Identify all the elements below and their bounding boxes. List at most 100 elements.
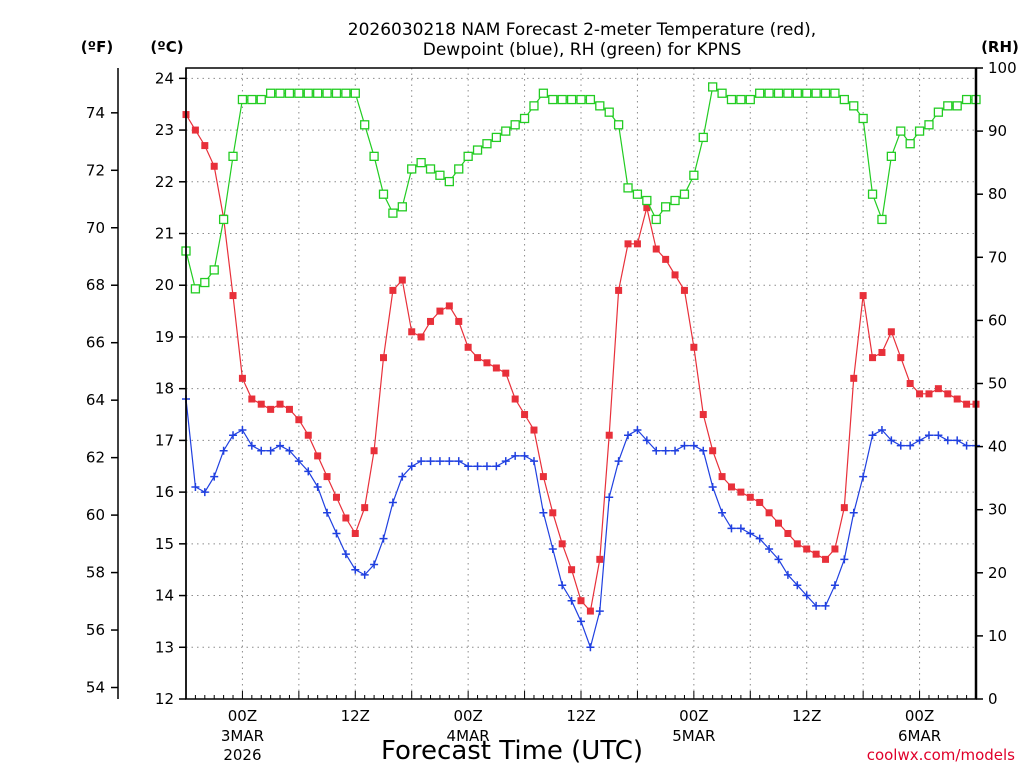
rh-point-61 bbox=[755, 88, 765, 98]
rh-point-55 bbox=[698, 132, 708, 143]
temperature-point-31 bbox=[474, 354, 482, 362]
rh-point-53 bbox=[679, 189, 690, 199]
dewpoint-point-66 bbox=[802, 591, 811, 600]
temperature-point-5 bbox=[229, 292, 237, 300]
rh-point-37 bbox=[529, 101, 539, 111]
dewpoint-point-65 bbox=[793, 581, 802, 590]
rh-point-23 bbox=[397, 202, 407, 212]
rh-point-36 bbox=[519, 113, 530, 124]
rh-tick-label-100: 100 bbox=[988, 59, 1017, 77]
rh-tick-label-10: 10 bbox=[988, 627, 1007, 645]
dewpoint-point-35 bbox=[511, 451, 520, 460]
dewpoint-point-28 bbox=[445, 457, 454, 466]
temperature-point-48 bbox=[633, 240, 641, 248]
dewpoint-point-61 bbox=[755, 534, 764, 543]
dewpoint-point-14 bbox=[313, 482, 322, 491]
rh-point-77 bbox=[905, 139, 915, 149]
rh-point-44 bbox=[595, 101, 605, 111]
rh-point-17 bbox=[341, 88, 351, 98]
rh-point-21 bbox=[378, 189, 389, 199]
rh-point-30 bbox=[463, 151, 473, 161]
chart-title-line2: Dewpoint (blue), RH (green) for KPNS bbox=[423, 40, 741, 60]
temperature-point-78 bbox=[916, 390, 924, 398]
rh-point-63 bbox=[773, 88, 784, 98]
dewpoint-point-34 bbox=[501, 457, 510, 466]
dewpoint-point-22 bbox=[388, 498, 397, 507]
rh-point-73 bbox=[867, 189, 878, 199]
temperature-point-11 bbox=[285, 405, 293, 413]
x-tick-label-2: 00Z bbox=[453, 707, 482, 725]
rh-tick-label-30: 30 bbox=[988, 501, 1007, 519]
rh-point-68 bbox=[820, 88, 831, 98]
dewpoint-point-26 bbox=[426, 457, 435, 466]
celsius-tick-label-19: 19 bbox=[155, 328, 174, 346]
rh-point-42 bbox=[576, 94, 586, 105]
rh-point-41 bbox=[566, 94, 577, 105]
temperature-point-12 bbox=[295, 416, 303, 424]
rh-point-54 bbox=[689, 170, 699, 180]
dewpoint-point-55 bbox=[699, 446, 708, 455]
temperature-point-71 bbox=[850, 374, 858, 382]
rh-point-52 bbox=[670, 195, 680, 206]
temperature-point-15 bbox=[323, 473, 331, 481]
dewpoint-point-23 bbox=[398, 472, 407, 481]
rh-point-80 bbox=[933, 107, 944, 117]
dewpoint-point-10 bbox=[276, 441, 285, 450]
rh-point-5 bbox=[228, 151, 238, 161]
dewpoint-point-72 bbox=[859, 472, 868, 481]
rh-point-28 bbox=[444, 176, 454, 187]
dewpoint-point-83 bbox=[962, 441, 971, 450]
temperature-point-43 bbox=[586, 607, 594, 615]
temperature-point-27 bbox=[436, 307, 444, 315]
temperature-point-28 bbox=[445, 302, 453, 310]
rh-point-51 bbox=[660, 202, 671, 212]
dewpoint-point-76 bbox=[896, 441, 905, 450]
rh-tick-label-20: 20 bbox=[988, 564, 1007, 582]
rh-point-34 bbox=[501, 126, 511, 136]
source-credit: coolwx.com/models bbox=[867, 746, 1015, 764]
series-layer bbox=[181, 82, 981, 652]
dewpoint-point-67 bbox=[812, 601, 821, 610]
dewpoint-point-48 bbox=[633, 426, 642, 435]
dewpoint-point-70 bbox=[840, 555, 849, 564]
rh-point-60 bbox=[745, 94, 755, 105]
x-date-label-0: 3MAR bbox=[221, 727, 264, 745]
temperature-point-62 bbox=[765, 509, 773, 517]
dewpoint-point-32 bbox=[482, 462, 491, 471]
rh-point-25 bbox=[416, 157, 426, 168]
dewpoint-point-19 bbox=[360, 570, 369, 579]
dewpoint-point-8 bbox=[257, 446, 266, 455]
rh-point-22 bbox=[388, 208, 398, 218]
dewpoint-point-13 bbox=[304, 467, 313, 476]
dewpoint-point-1 bbox=[191, 482, 200, 491]
temperature-point-65 bbox=[793, 540, 801, 548]
temperature-point-83 bbox=[963, 400, 971, 408]
rh-point-62 bbox=[764, 88, 774, 98]
x-tick-label-6: 00Z bbox=[905, 707, 934, 725]
dewpoint-point-29 bbox=[454, 457, 463, 466]
rh-point-64 bbox=[783, 88, 793, 98]
temperature-point-60 bbox=[746, 493, 754, 501]
rh-point-31 bbox=[472, 145, 483, 155]
temperature-point-7 bbox=[248, 395, 256, 403]
rh-point-43 bbox=[585, 94, 596, 105]
rh-point-47 bbox=[623, 183, 633, 193]
rh-tick-label-90: 90 bbox=[988, 122, 1007, 140]
temperature-point-79 bbox=[925, 390, 933, 398]
dewpoint-point-4 bbox=[219, 446, 228, 455]
axis-labels: 12 13 14 15 16 17 18 19 20 21 22 23 24 54 56 58 60 62 64 66… bbox=[86, 59, 1017, 764]
dewpoint-point-49 bbox=[642, 436, 651, 445]
temperature-point-25 bbox=[417, 333, 425, 341]
temperature-point-73 bbox=[869, 354, 877, 362]
dewpoint-point-63 bbox=[774, 555, 783, 564]
celsius-tick-label-23: 23 bbox=[155, 121, 174, 139]
fahrenheit-tick-label-58: 58 bbox=[86, 564, 105, 582]
dewpoint-point-5 bbox=[229, 431, 238, 440]
rh-point-78 bbox=[914, 126, 925, 136]
rh-tick-label-0: 0 bbox=[988, 690, 998, 708]
rh-point-15 bbox=[322, 88, 332, 98]
rh-point-26 bbox=[425, 164, 436, 174]
dewpoint-point-40 bbox=[558, 581, 567, 590]
dewpoint-point-81 bbox=[943, 436, 952, 445]
